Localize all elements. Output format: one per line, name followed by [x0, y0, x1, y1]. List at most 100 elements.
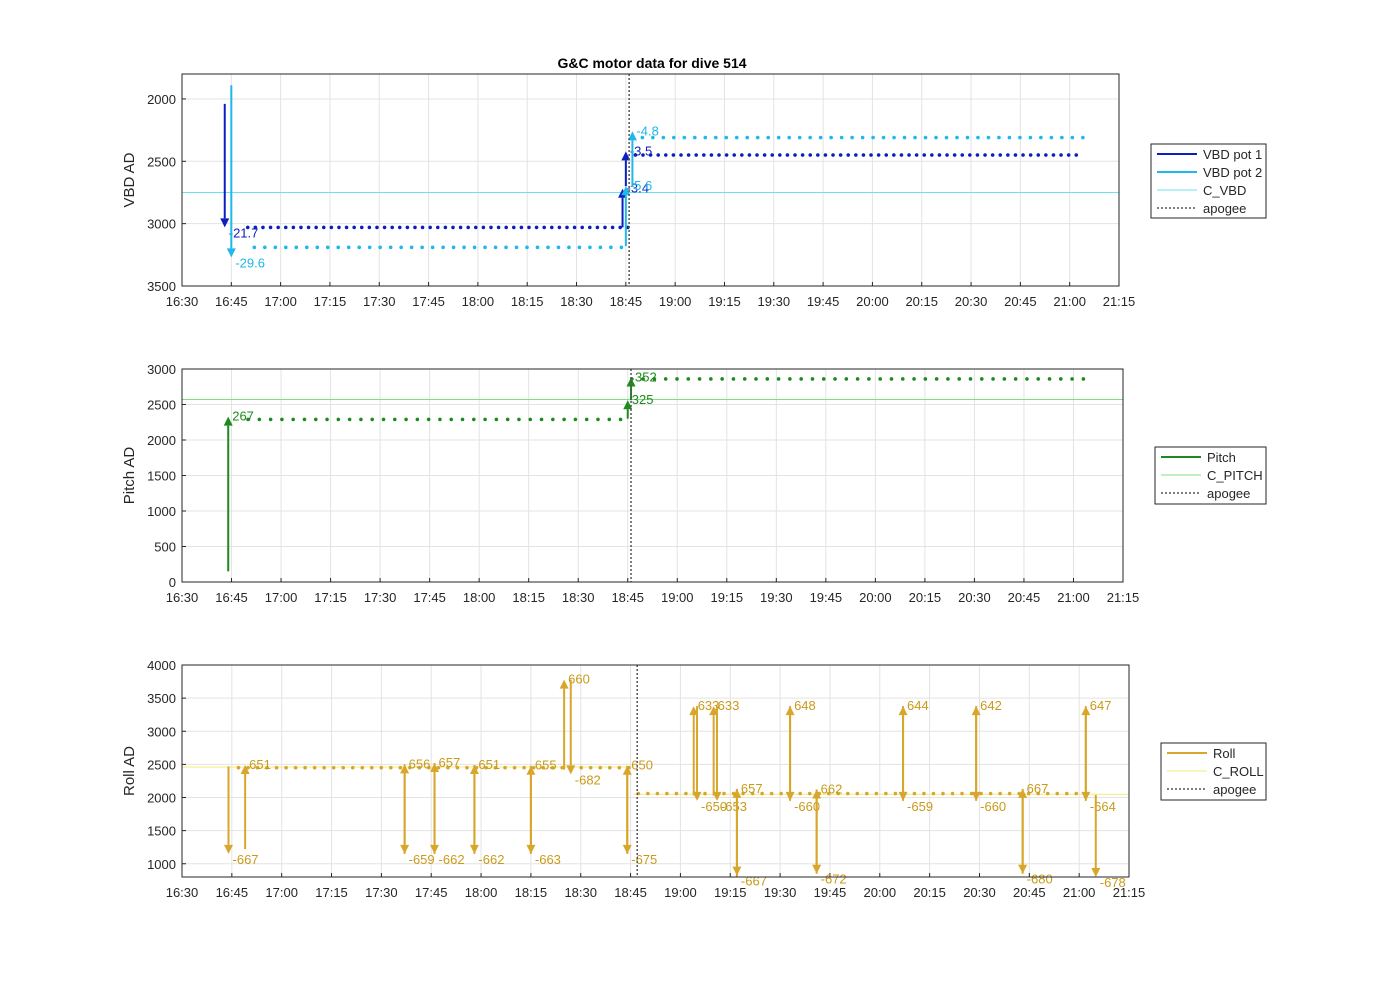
data-point: [1039, 135, 1043, 140]
legend-label: apogee: [1207, 486, 1250, 501]
data-point: [968, 153, 972, 157]
arrow-head: [223, 416, 233, 426]
data-point: [674, 791, 679, 796]
data-point: [284, 765, 288, 770]
data-point: [734, 135, 739, 140]
x-tick-label: 19:45: [807, 294, 840, 309]
data-point: [504, 225, 508, 230]
data-point: [472, 417, 476, 422]
data-point: [535, 245, 540, 250]
data-point: [648, 153, 653, 157]
x-tick-label: 18:30: [560, 294, 593, 309]
arrow-head: [971, 791, 981, 801]
data-point: [893, 791, 898, 796]
data-point: [762, 153, 767, 157]
data-point: [1026, 791, 1031, 796]
data-point: [610, 225, 615, 230]
data-point: [1018, 135, 1022, 140]
data-point: [409, 245, 414, 250]
arrow-head: [526, 844, 536, 854]
data-point: [531, 765, 536, 770]
data-point: [941, 791, 945, 796]
data-point: [577, 245, 582, 250]
data-point: [472, 245, 477, 250]
data-point: [562, 417, 566, 422]
x-tick-label: 18:45: [610, 294, 643, 309]
data-point: [528, 417, 533, 422]
arrow-head: [400, 844, 410, 854]
x-tick-label: 19:45: [814, 885, 847, 900]
data-point: [560, 765, 564, 770]
y-tick-label: 1500: [147, 824, 176, 839]
data-point: [937, 153, 942, 157]
data-point: [693, 135, 697, 140]
plot-area: [182, 665, 1129, 877]
x-tick-label: 16:30: [166, 294, 199, 309]
data-point: [367, 225, 372, 230]
arrow-value-label: -29.6: [235, 255, 265, 270]
data-point: [514, 245, 519, 250]
arrow-value-label: -678: [1100, 875, 1126, 890]
data-point: [770, 153, 775, 157]
data-point: [808, 135, 812, 140]
data-point: [1047, 377, 1052, 381]
data-point: [892, 135, 896, 140]
data-point: [663, 377, 668, 381]
data-point: [313, 417, 318, 422]
arrow-head: [898, 791, 908, 801]
data-point: [359, 417, 363, 422]
data-point: [382, 225, 387, 230]
data-point: [291, 417, 295, 422]
data-point: [799, 377, 803, 381]
data-point: [268, 225, 273, 230]
data-point: [294, 245, 299, 250]
data-point: [517, 417, 521, 422]
arrow-head: [689, 706, 699, 716]
x-tick-label: 17:30: [365, 885, 398, 900]
data-point: [912, 791, 917, 796]
data-point: [397, 225, 402, 230]
data-point: [892, 153, 896, 157]
arrow-head: [712, 791, 722, 801]
data-point: [325, 245, 330, 250]
data-point: [675, 377, 679, 381]
data-point: [922, 791, 926, 796]
data-point: [745, 135, 750, 140]
arrow-value-label: 325: [632, 392, 654, 407]
data-point: [587, 225, 592, 230]
y-axis-label: Pitch AD: [121, 447, 138, 505]
arrow-head: [1081, 791, 1091, 801]
x-tick-label: 16:30: [166, 885, 199, 900]
x-tick-label: 18:15: [511, 294, 544, 309]
x-tick-label: 19:00: [664, 885, 697, 900]
data-point: [816, 153, 820, 157]
x-tick-label: 16:30: [166, 590, 199, 605]
x-tick-label: 17:00: [265, 885, 298, 900]
y-tick-label: 4000: [147, 658, 176, 673]
data-point: [413, 225, 417, 230]
arrow-value-label: -659: [409, 852, 435, 867]
data-point: [765, 377, 770, 381]
x-tick-label: 17:00: [265, 590, 298, 605]
data-point: [573, 417, 578, 422]
data-point: [923, 377, 928, 381]
data-point: [1013, 153, 1018, 157]
arrow-value-label: 656: [409, 756, 431, 771]
data-point: [603, 225, 607, 230]
data-point: [854, 153, 858, 157]
data-point: [493, 765, 498, 770]
y-tick-label: 3500: [147, 691, 176, 706]
data-point: [960, 791, 964, 796]
arrow-value-label: 642: [980, 698, 1002, 713]
data-point: [315, 245, 320, 250]
data-point: [609, 245, 613, 250]
data-point: [522, 765, 526, 770]
data-point: [779, 791, 783, 796]
data-point: [787, 135, 791, 140]
data-point: [346, 245, 351, 250]
data-point: [369, 765, 374, 770]
y-tick-label: 2000: [147, 791, 176, 806]
x-tick-label: 20:30: [958, 590, 991, 605]
data-point: [304, 245, 309, 250]
data-point: [280, 417, 284, 422]
